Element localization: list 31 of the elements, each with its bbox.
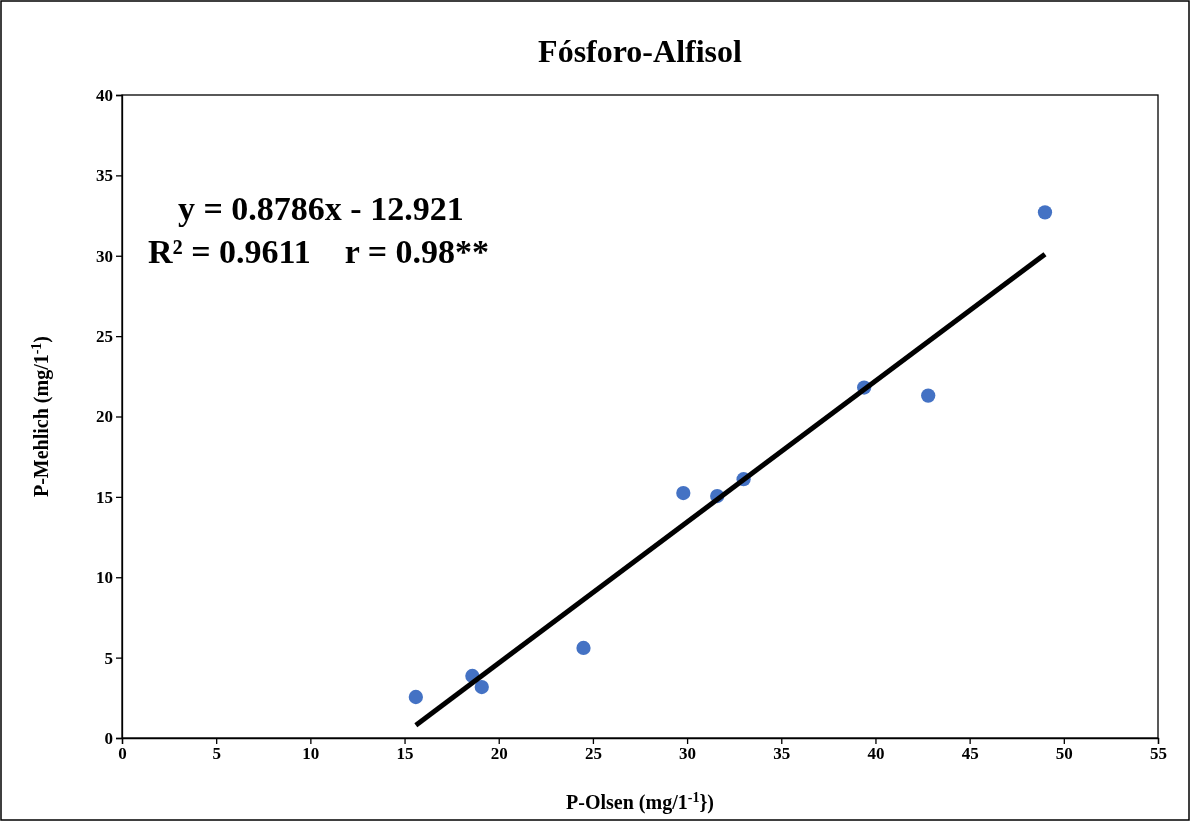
point xyxy=(1037,205,1053,220)
annotation: y = 0.8786x - 12.921 xyxy=(178,190,464,227)
y-tick-label: 0 xyxy=(104,728,113,748)
y-tick-label: 10 xyxy=(96,568,113,588)
x-tick-label: 55 xyxy=(1150,744,1167,764)
x-tick-label: 30 xyxy=(679,744,697,764)
y-tick-label: 40 xyxy=(96,85,113,105)
x-tick-label: 5 xyxy=(212,744,221,764)
x-tick-label: 25 xyxy=(584,744,602,764)
x-tick-label: 10 xyxy=(302,744,320,764)
annotation: R² = 0.9611 r = 0.98** xyxy=(148,233,490,270)
y-tick-label: 35 xyxy=(96,166,113,186)
x-tick-label: 15 xyxy=(396,744,414,764)
y-tick-label: 15 xyxy=(96,487,113,507)
x-tick-label: 20 xyxy=(490,744,508,764)
x-tick-label: 40 xyxy=(867,744,885,764)
point xyxy=(921,388,936,403)
y-tick-label: 20 xyxy=(96,407,113,427)
x-tick-label: 50 xyxy=(1055,744,1073,764)
y-tick-label: 25 xyxy=(96,327,113,347)
y-tick-label: 5 xyxy=(104,648,113,668)
x-tick-label: 45 xyxy=(961,744,979,764)
point xyxy=(408,689,423,705)
point xyxy=(576,640,591,656)
x-tick-label: 0 xyxy=(118,744,127,764)
y-tick-label: 30 xyxy=(96,246,113,266)
x-tick-label: 35 xyxy=(773,744,791,764)
point xyxy=(676,485,691,501)
chart-title: Fósforo-Alfisol xyxy=(538,33,743,69)
point xyxy=(474,679,489,695)
x-axis-title: P-Olsen (mg/1$^{-1}$}) xyxy=(566,789,714,814)
